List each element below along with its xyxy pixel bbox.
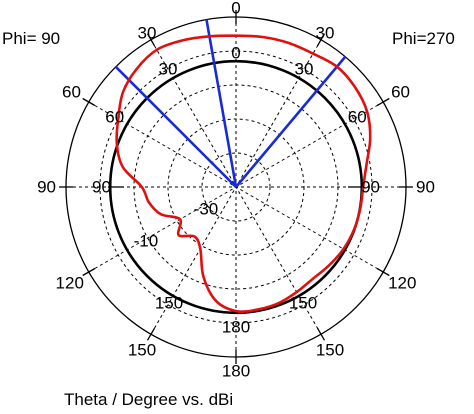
theta-tick-label: 120 — [388, 274, 416, 293]
inner-theta-tick-label: 180 — [222, 318, 250, 337]
phi-270-label: Phi=270 — [392, 29, 455, 48]
beam-lines — [114, 19, 347, 188]
theta-tick — [82, 267, 96, 277]
theta-tick — [146, 327, 156, 341]
inner-theta-tick-label: 60 — [105, 108, 124, 127]
beam-line — [205, 19, 238, 188]
inner-theta-tick-label: 150 — [155, 294, 183, 313]
theta-tick — [316, 327, 326, 341]
x-axis-label: Theta / Degree vs. dBi — [64, 390, 233, 409]
beam-line — [235, 55, 347, 188]
theta-tick-label: 60 — [62, 83, 81, 102]
theta-tick — [376, 97, 390, 107]
radiation-pattern-line — [115, 34, 372, 313]
theta-ticks — [59, 10, 413, 364]
chart-labels: 0303060609090120120150150180030306060909… — [37, 0, 435, 381]
inner-theta-tick-label: 150 — [289, 294, 317, 313]
phi-90-label: Phi= 90 — [2, 29, 60, 48]
theta-tick-label: 60 — [391, 83, 410, 102]
theta-tick-label: 30 — [316, 23, 335, 42]
inner-theta-tick-label: 60 — [348, 108, 367, 127]
series-layer — [115, 34, 372, 313]
beam-line — [114, 65, 237, 188]
grid-circle — [201, 152, 271, 222]
theta-tick-label: 120 — [56, 274, 84, 293]
theta-tick — [82, 97, 96, 107]
theta-tick-label: 150 — [316, 340, 344, 359]
inner-theta-tick-label: 30 — [159, 60, 178, 79]
theta-tick-label: 90 — [416, 178, 435, 197]
theta-tick-label: 0 — [231, 0, 240, 18]
radial-tick-label: -10 — [134, 231, 159, 250]
theta-tick-label: 180 — [222, 362, 250, 381]
theta-tick-label: 90 — [37, 178, 56, 197]
theta-tick — [146, 33, 156, 47]
radial-tick-label: -30 — [194, 199, 219, 218]
inner-theta-tick-label: 90 — [361, 178, 380, 197]
theta-tick-label: 30 — [138, 23, 157, 42]
theta-tick — [316, 33, 326, 47]
inner-theta-tick-label: 90 — [92, 178, 111, 197]
inner-theta-tick-label: 30 — [295, 60, 314, 79]
theta-tick-label: 150 — [128, 340, 156, 359]
theta-tick — [376, 267, 390, 277]
inner-theta-tick-label: 0 — [231, 44, 240, 63]
